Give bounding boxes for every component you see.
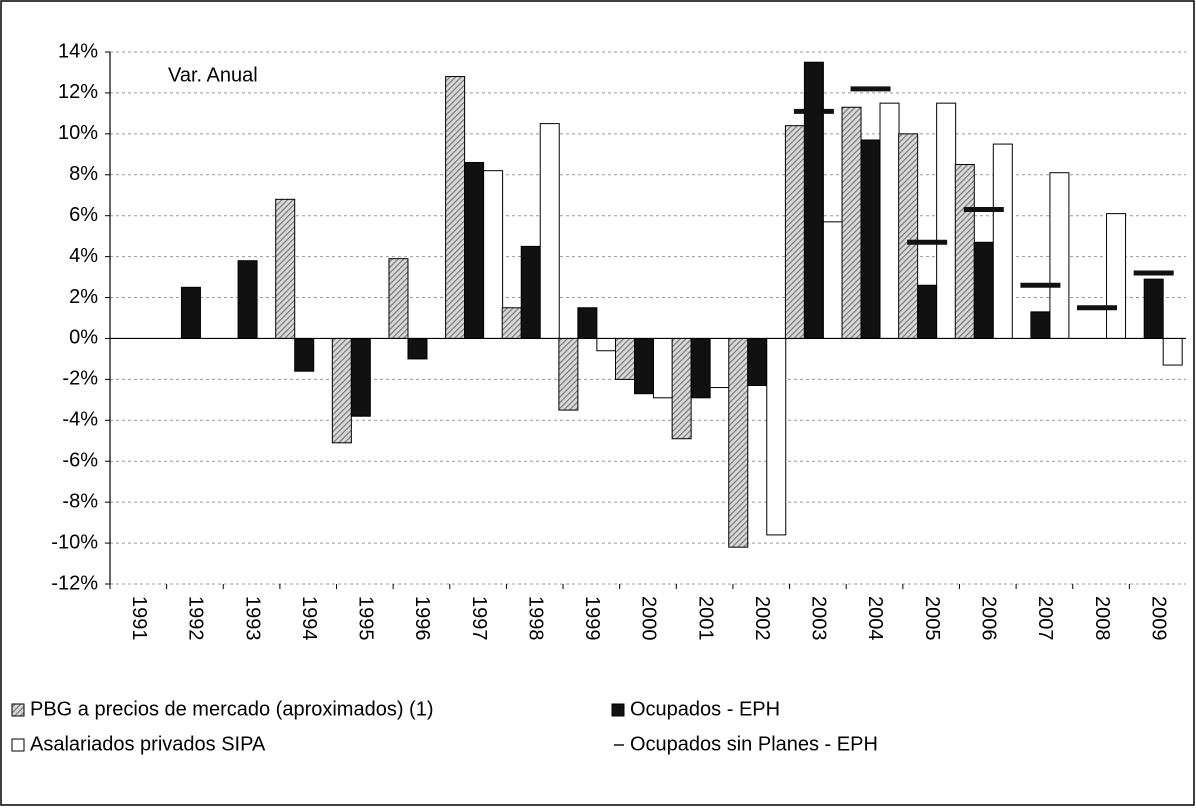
- x-tick-label: 1995: [355, 596, 377, 641]
- annotation: Var. Anual: [168, 64, 258, 86]
- bar: [1162, 337, 1183, 366]
- bar: [954, 164, 975, 339]
- legend-label: Ocupados sin Planes - EPH: [630, 733, 878, 755]
- bar: [653, 337, 673, 399]
- bar: [634, 337, 654, 395]
- y-tick-label: 6%: [69, 204, 98, 226]
- x-tick-label: 1996: [411, 596, 433, 641]
- x-tick-label: 2009: [1147, 596, 1169, 641]
- y-tick-label: -8%: [62, 490, 98, 512]
- bar: [841, 106, 862, 339]
- bar: [501, 307, 522, 339]
- bar: [331, 337, 352, 444]
- legend-label: PBG a precios de mercado (aproximados) (…: [30, 698, 434, 720]
- bar: [973, 241, 994, 339]
- bar: [464, 161, 485, 339]
- bar: [860, 139, 881, 339]
- bar: [917, 284, 938, 339]
- legend-label: Asalariados privados SIPA: [30, 733, 266, 755]
- bar: [596, 337, 617, 352]
- bar: [294, 337, 315, 372]
- bar: [936, 102, 957, 339]
- bar: [445, 76, 466, 339]
- y-tick-label: 0%: [69, 327, 98, 349]
- bar: [558, 337, 579, 411]
- bar: [237, 260, 258, 339]
- legend-swatch: [611, 703, 625, 717]
- bar: [1049, 172, 1070, 339]
- bar: [1143, 278, 1164, 339]
- y-tick-label: 2%: [69, 286, 98, 308]
- legend-swatch: [11, 703, 25, 717]
- bar: [879, 102, 900, 339]
- x-tick-label: 2000: [638, 596, 660, 641]
- y-tick-label: 10%: [58, 122, 98, 144]
- x-tick-label: 1999: [581, 596, 603, 641]
- bar: [709, 337, 730, 389]
- bar: [539, 123, 560, 339]
- x-tick-label: 2004: [864, 596, 886, 641]
- bar: [350, 337, 371, 417]
- x-tick-label: 2006: [978, 596, 1000, 641]
- y-tick-label: -10%: [51, 531, 98, 553]
- bar: [1106, 213, 1127, 339]
- bar: [822, 221, 843, 339]
- legend-swatch: [11, 738, 25, 752]
- bar: [784, 125, 805, 339]
- x-tick-label: 2008: [1091, 596, 1113, 641]
- x-tick-label: 1997: [468, 596, 490, 641]
- y-tick-label: 14%: [58, 40, 98, 62]
- x-tick-label: 1991: [128, 596, 150, 641]
- bar: [577, 307, 598, 339]
- bar: [766, 337, 787, 536]
- bar: [180, 286, 201, 339]
- x-tick-label: 2003: [808, 596, 830, 641]
- bar: [803, 61, 824, 339]
- bar: [483, 170, 504, 339]
- y-tick-label: 12%: [58, 81, 98, 103]
- bar: [407, 337, 428, 360]
- bar: [992, 143, 1013, 339]
- bar: [671, 337, 692, 440]
- bar: [728, 337, 749, 548]
- x-tick-label: 2005: [921, 596, 943, 641]
- bar: [898, 133, 919, 339]
- bar: [1030, 311, 1051, 339]
- bar: [275, 198, 296, 339]
- x-tick-label: 1994: [298, 596, 320, 641]
- bar: [615, 337, 635, 380]
- bar: [388, 258, 409, 339]
- legend-label: Ocupados - EPH: [630, 698, 780, 720]
- y-tick-label: -4%: [62, 409, 98, 431]
- x-tick-label: 2001: [694, 596, 716, 641]
- y-tick-label: -2%: [62, 368, 98, 390]
- y-tick-label: -6%: [62, 450, 98, 472]
- bar: [747, 337, 768, 387]
- y-tick-label: 4%: [69, 245, 98, 267]
- bar: [520, 245, 541, 339]
- x-tick-label: 2007: [1034, 596, 1056, 641]
- x-tick-label: 1993: [241, 596, 263, 641]
- x-tick-label: 2002: [751, 596, 773, 641]
- y-tick-label: -12%: [51, 572, 98, 594]
- x-tick-label: 1992: [185, 596, 207, 641]
- bar: [690, 337, 711, 399]
- x-tick-label: 1998: [524, 596, 546, 641]
- y-tick-label: 8%: [69, 163, 98, 185]
